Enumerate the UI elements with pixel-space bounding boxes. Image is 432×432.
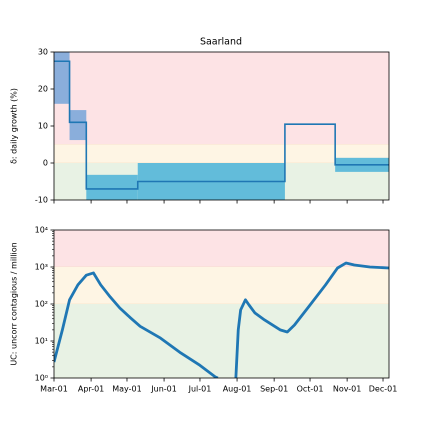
x-tick-label: May-01 <box>112 385 141 394</box>
y-axis-label: UC: uncorr contagious / million <box>10 242 19 365</box>
x-tick-label: Apr-01 <box>78 385 104 394</box>
x-tick-label: Mar-01 <box>40 385 68 394</box>
y-tick-label: 10³ <box>35 263 48 272</box>
y-tick-label: 10 <box>38 122 48 131</box>
x-tick-label: Jul-01 <box>188 385 212 394</box>
x-tick-label: Oct-01 <box>297 385 324 394</box>
zone <box>54 144 389 163</box>
y-tick-label: 0 <box>43 159 48 168</box>
y-tick-label: 10⁰ <box>35 374 48 383</box>
contagious-line <box>54 271 219 378</box>
y-tick-label: 10² <box>35 300 48 309</box>
plot-area <box>54 52 389 200</box>
y-tick-label: 20 <box>38 85 48 94</box>
zone <box>54 267 389 304</box>
zone <box>54 230 389 267</box>
y-tick-label: -10 <box>35 196 48 205</box>
y-tick-label: 10¹ <box>35 337 48 346</box>
zone <box>54 304 389 378</box>
y-axis-label: δ: daily growth (%) <box>10 88 19 164</box>
x-tick-label: Jun-01 <box>150 385 177 394</box>
x-tick-label: Sep-01 <box>260 385 288 394</box>
uncertainty-band <box>86 174 138 200</box>
y-tick-label: 30 <box>38 48 48 57</box>
zone <box>54 52 389 145</box>
growth-step-line <box>54 60 389 190</box>
x-tick-label: Dec-01 <box>369 385 398 394</box>
uncertainty-band <box>54 52 70 104</box>
contagious-line <box>234 261 389 378</box>
plot-area <box>54 230 389 378</box>
y-tick-label: 10⁴ <box>35 226 48 235</box>
uncertainty-band <box>69 110 87 141</box>
x-tick-label: Nov-01 <box>333 385 361 394</box>
x-tick-label: Aug-01 <box>223 385 252 394</box>
chart-title: Saarland <box>200 37 242 48</box>
